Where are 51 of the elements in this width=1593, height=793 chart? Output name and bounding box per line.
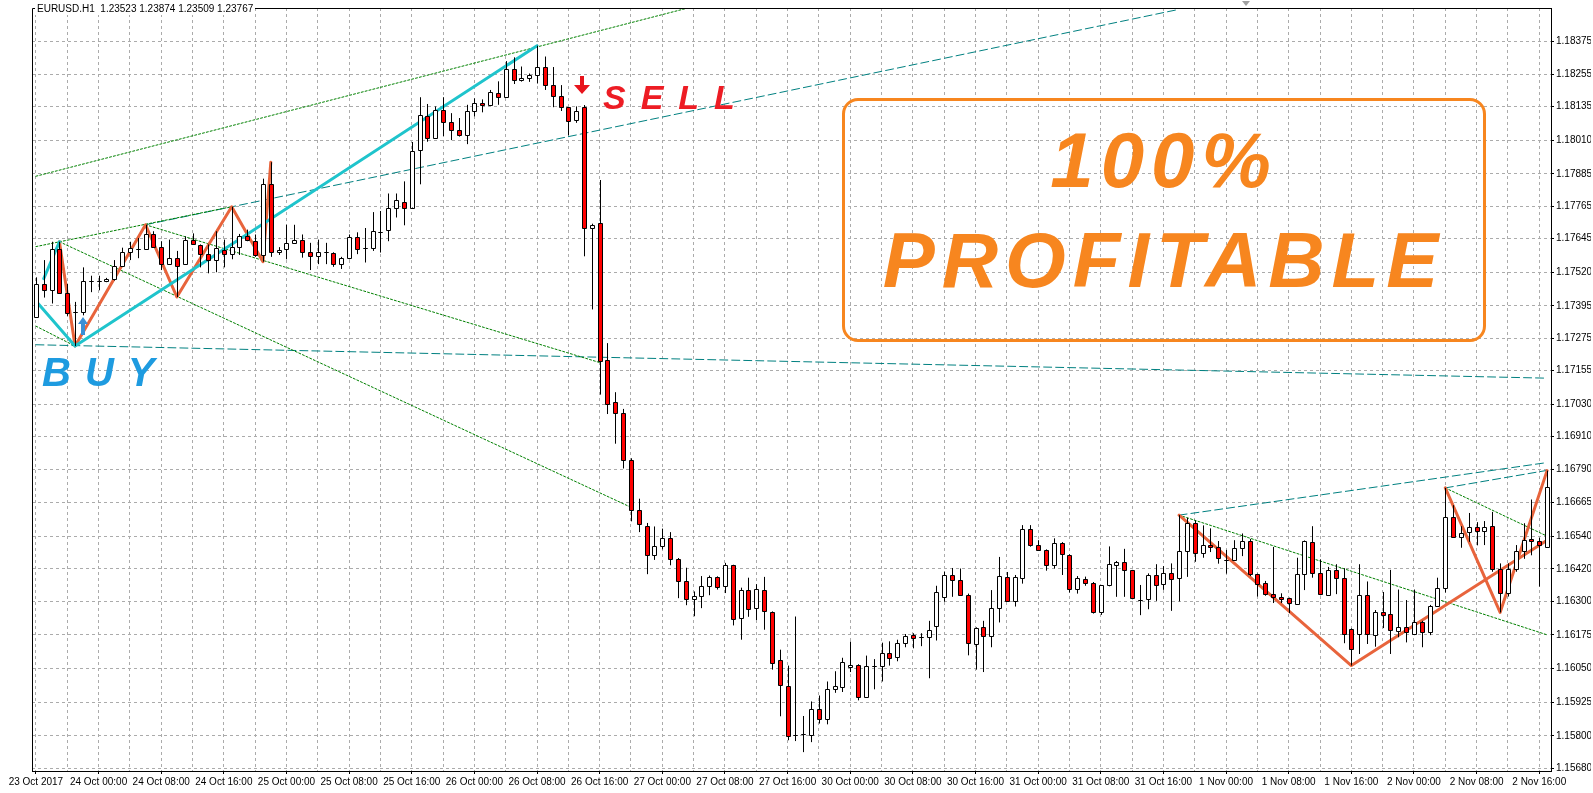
x-tick-label: 30 Oct 00:00: [821, 775, 880, 787]
y-tick-label: 1.18375: [1556, 35, 1593, 47]
y-tick-label: 1.18255: [1556, 67, 1593, 79]
annotation: BUY: [42, 350, 169, 394]
x-tick-label: 2 Nov 08:00: [1449, 775, 1505, 787]
y-tick-label: 1.15800: [1556, 729, 1593, 741]
x-tick-label: 24 Oct 08:00: [132, 775, 191, 787]
x-tick-label: 26 Oct 00:00: [445, 775, 504, 787]
y-tick-label: 1.17520: [1556, 265, 1593, 277]
x-tick-label: 2 Nov 16:00: [1512, 775, 1567, 787]
y-tick-label: 1.15925: [1556, 696, 1593, 707]
x-tick-label: 23 Oct 2017: [8, 775, 64, 787]
x-tick-label: 26 Oct 08:00: [508, 775, 567, 787]
y-tick-label: 1.16300: [1556, 594, 1593, 606]
annotation: 100% PROFITABLE: [881, 115, 1447, 306]
x-tick-label: 31 Oct 00:00: [1009, 775, 1068, 787]
x-tick-label: 27 Oct 08:00: [696, 775, 755, 787]
x-tick-label: 2 Nov 00:00: [1387, 775, 1442, 787]
y-tick-label: 1.15680: [1556, 762, 1593, 774]
y-tick-label: 1.17885: [1556, 167, 1593, 179]
x-tick-label: 26 Oct 16:00: [571, 775, 629, 787]
x-tick-label: 1 Nov 00:00: [1199, 775, 1254, 787]
x-tick-label: 25 Oct 08:00: [320, 775, 379, 787]
y-tick-label: 1.17030: [1556, 398, 1593, 410]
x-tick-label: 1 Nov 08:00: [1261, 775, 1317, 787]
y-tick-label: 1.16420: [1556, 562, 1593, 574]
y-tick-label: 1.16540: [1556, 530, 1593, 542]
x-tick-label: 25 Oct 16:00: [383, 775, 441, 787]
chart-title: EURUSD.H1 1.23523 1.23874 1.23509 1.23767: [35, 3, 256, 15]
y-tick-label: 1.16175: [1556, 628, 1593, 640]
x-tick-label: 27 Oct 00:00: [633, 775, 692, 787]
x-tick-label: 30 Oct 16:00: [946, 775, 1005, 787]
y-tick-label: 1.17395: [1556, 299, 1593, 311]
y-tick-label: 1.17645: [1556, 232, 1593, 244]
annotation: SELL: [603, 78, 750, 116]
x-tick-label: 1 Nov 16:00: [1324, 775, 1379, 787]
y-tick-label: 1.17275: [1556, 332, 1593, 344]
x-tick-label: 30 Oct 08:00: [884, 775, 942, 787]
y-tick-label: 1.17765: [1556, 199, 1593, 211]
y-tick-label: 1.16050: [1556, 662, 1593, 674]
y-tick-label: 1.16790: [1556, 462, 1593, 474]
x-tick-label: 25 Oct 00:00: [257, 775, 316, 787]
x-tick-label: 31 Oct 08:00: [1072, 775, 1130, 787]
x-tick-label: 31 Oct 16:00: [1134, 775, 1193, 787]
x-tick-label: 24 Oct 16:00: [195, 775, 253, 787]
y-tick-label: 1.18010: [1556, 133, 1593, 145]
y-tick-label: 1.18135: [1556, 100, 1593, 112]
x-tick-label: 24 Oct 00:00: [69, 775, 128, 787]
x-tick-label: 27 Oct 16:00: [758, 775, 817, 787]
y-tick-label: 1.16665: [1556, 496, 1593, 508]
y-tick-label: 1.17155: [1556, 364, 1593, 376]
